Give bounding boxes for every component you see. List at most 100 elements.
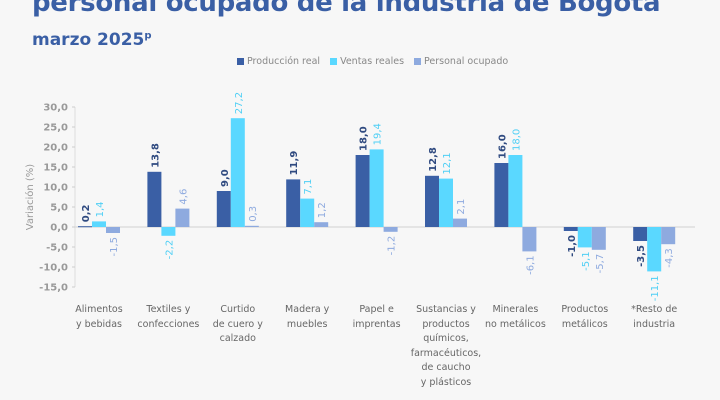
- legend-swatch: [414, 58, 422, 65]
- data-label: -3,5: [636, 245, 647, 267]
- legend: Producción real Ventas reales Personal o…: [237, 56, 508, 67]
- category-label-line: confecciones: [137, 318, 200, 330]
- category-label-line: farmacéuticos,: [410, 347, 482, 359]
- bar: [300, 198, 315, 227]
- legend-label: Personal ocupado: [424, 56, 509, 67]
- data-label: 7,1: [303, 179, 314, 195]
- bar: [92, 221, 106, 227]
- category-label-line: Textiles y: [146, 304, 191, 315]
- category-label-line: de caucho: [421, 362, 471, 373]
- bar: [439, 178, 453, 227]
- data-label: 18,0: [359, 126, 370, 151]
- bar: [216, 191, 231, 227]
- bar: [522, 227, 537, 252]
- data-label: -1,0: [567, 235, 578, 257]
- category-label-line: Productos: [561, 304, 609, 315]
- category-label-line: Papel e: [359, 304, 394, 315]
- y-tick-label: -15,0: [39, 283, 68, 294]
- bar: [286, 179, 301, 227]
- data-label: 16,0: [497, 134, 508, 159]
- category-label-line: industria: [633, 318, 676, 330]
- data-label: 2,1: [456, 199, 467, 215]
- legend-swatch: [330, 58, 338, 65]
- data-label: 18,0: [511, 129, 522, 151]
- bar: [244, 225, 259, 227]
- category-label-line: Sustancias y: [416, 304, 476, 315]
- bar: [494, 163, 509, 227]
- bar: [106, 227, 120, 233]
- data-label: 4,6: [178, 189, 189, 205]
- data-label: -1,2: [387, 236, 398, 256]
- bar: [633, 227, 648, 241]
- y-tick-label: 5,0: [50, 203, 68, 214]
- chart-subtitle: marzo 2025p: [32, 30, 152, 50]
- bar: [355, 155, 370, 227]
- data-label: -11,1: [650, 275, 661, 301]
- category-label: Productos metálicos: [545, 303, 625, 332]
- category-label-line: productos: [422, 318, 470, 330]
- data-label: 19,4: [373, 123, 384, 145]
- category-label-line: Minerales: [492, 304, 539, 315]
- category-label-line: y bebidas: [76, 318, 122, 330]
- category-label-line: imprentas: [352, 318, 401, 330]
- data-label: -5,1: [581, 251, 592, 271]
- y-tick-label: 0,0: [50, 223, 68, 234]
- data-label: 1,4: [95, 201, 106, 217]
- category-label: Sustancias y productos químicos, farmacéuti…: [406, 303, 486, 390]
- bar: [577, 227, 592, 248]
- y-tick-label: -5,0: [46, 243, 68, 254]
- bar: [147, 171, 162, 227]
- bar: [78, 226, 92, 228]
- bar: [647, 227, 662, 272]
- data-label: 0,2: [81, 204, 92, 222]
- y-tick-label: -10,0: [39, 263, 68, 274]
- category-label-line: Alimentos: [75, 304, 123, 315]
- bar: [508, 155, 523, 227]
- legend-item-personal: Personal ocupado: [414, 56, 508, 67]
- data-label: -1,5: [109, 237, 120, 257]
- y-tick-label: 25,0: [43, 123, 68, 134]
- data-label: 12,8: [428, 147, 439, 172]
- y-axis-title: Variación (%): [24, 164, 36, 231]
- category-label-line: Curtido: [220, 304, 256, 315]
- bar: [230, 118, 245, 227]
- bar: [425, 175, 439, 227]
- category-label-line: Madera y: [285, 304, 330, 315]
- category-label: Alimentos y bebidas: [59, 303, 139, 332]
- data-label: 12,1: [442, 152, 453, 174]
- subtitle-date: marzo 2025: [32, 30, 145, 50]
- data-label: 27,2: [234, 92, 245, 114]
- bar: [161, 227, 176, 236]
- bar: [453, 218, 467, 227]
- category-label-line: metálicos: [561, 318, 608, 330]
- legend-item-produccion: Producción real: [237, 56, 320, 67]
- category-label: Textiles y confecciones: [128, 303, 208, 332]
- bar: [591, 227, 606, 250]
- bar: [661, 227, 676, 245]
- data-label: 9,0: [220, 169, 231, 187]
- data-label: 1,2: [317, 202, 328, 218]
- category-label-line: de cuero y: [212, 318, 263, 330]
- bar: [369, 149, 384, 227]
- category-label-line: químicos,: [423, 333, 469, 344]
- y-tick-label: 15,0: [43, 163, 68, 174]
- preliminary-mark: p: [144, 30, 152, 42]
- category-label-line: calzado: [219, 333, 256, 344]
- data-label: -4,3: [664, 248, 675, 268]
- y-tick-label: 30,0: [43, 103, 68, 114]
- chart-title: personal ocupado de la industria de Bogo…: [32, 0, 661, 18]
- category-label: *Resto de industria: [614, 303, 694, 332]
- legend-swatch: [237, 58, 244, 65]
- y-tick-label: 10,0: [43, 183, 68, 194]
- bar: [383, 227, 398, 232]
- category-label: Papel e imprentas: [337, 303, 417, 332]
- bar: [314, 222, 329, 227]
- category-label: Madera y muebles: [267, 303, 347, 332]
- category-label-line: no metálicos: [485, 318, 546, 330]
- legend-item-ventas: Ventas reales: [330, 56, 404, 67]
- y-tick-label: 20,0: [43, 143, 68, 154]
- category-label: Curtido de cuero y calzado: [198, 303, 278, 347]
- data-label: -5,7: [595, 254, 606, 274]
- bar: [175, 208, 190, 227]
